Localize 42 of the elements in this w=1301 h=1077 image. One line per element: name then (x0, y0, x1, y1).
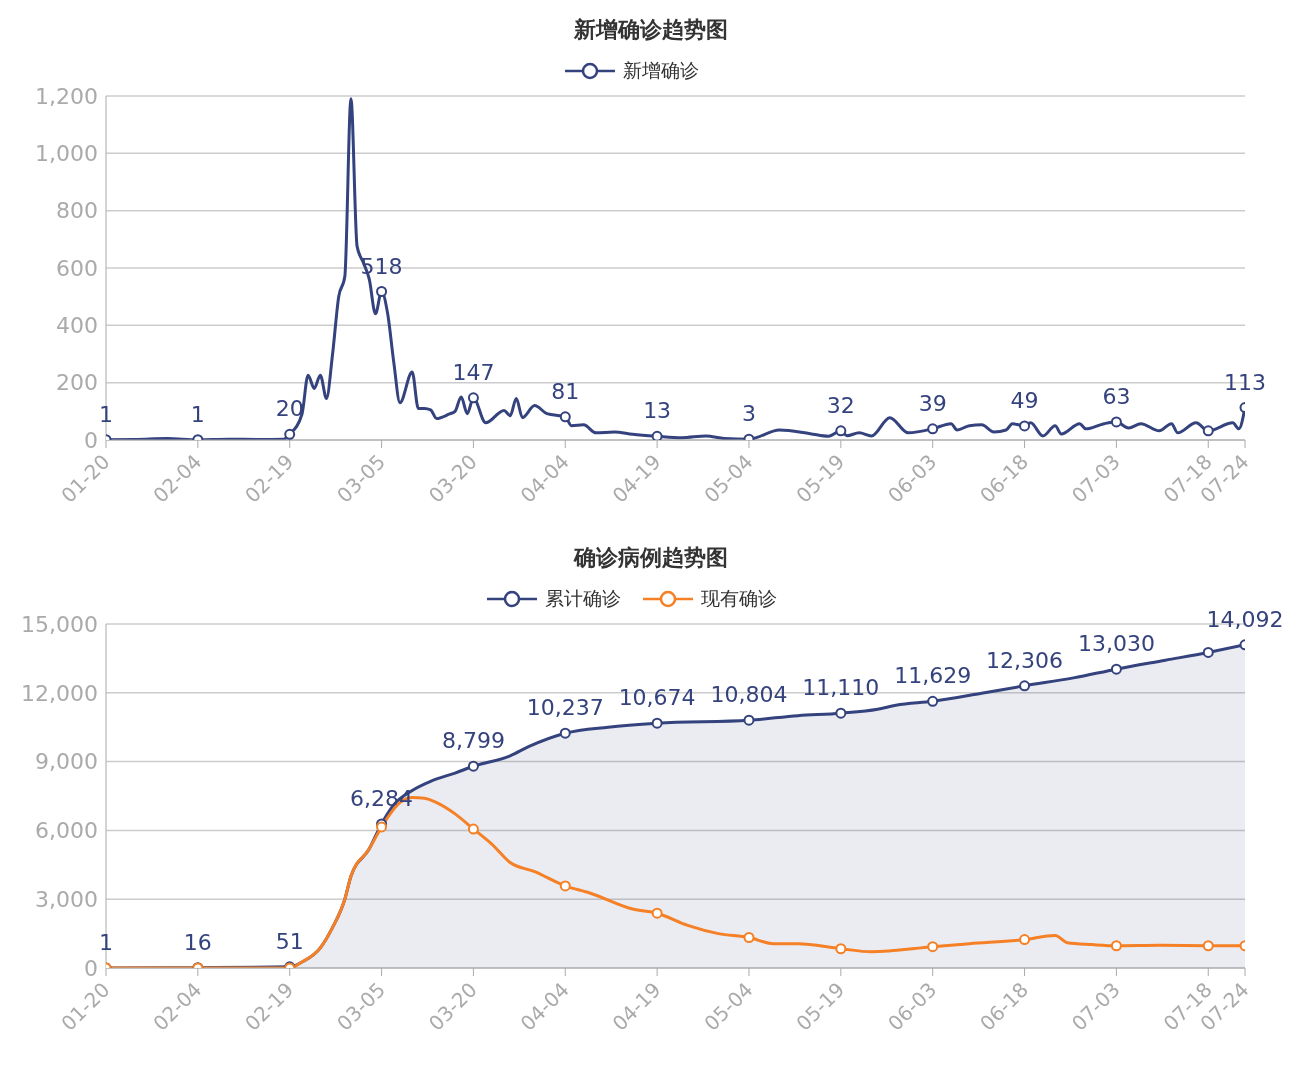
data-label: 39 (918, 390, 947, 416)
data-label: 1 (99, 401, 113, 427)
y-tick-label: 0 (84, 955, 98, 981)
y-tick-label: 800 (56, 198, 98, 224)
data-label: 14,092 (1206, 606, 1284, 632)
y-tick-label: 12,000 (21, 680, 98, 706)
y-tick-label: 600 (56, 255, 98, 281)
data-label: 10,237 (526, 695, 604, 721)
data-label: 20 (275, 396, 304, 422)
y-tick-label: 1,000 (35, 141, 98, 167)
legend-label: 累计确诊 (544, 586, 621, 611)
y-tick-label: 400 (56, 313, 98, 339)
data-label: 8,799 (441, 728, 505, 754)
data-label: 1 (190, 401, 205, 427)
y-tick-label: 15,000 (21, 611, 98, 637)
data-label: 12,306 (986, 647, 1064, 673)
y-tick-label: 200 (56, 370, 98, 396)
data-label: 11,110 (802, 675, 880, 701)
data-label: 32 (826, 392, 855, 418)
data-label: 147 (452, 359, 495, 385)
data-label: 51 (275, 928, 304, 954)
chart-title: 确诊病例趋势图 (572, 544, 729, 572)
chart-title: 新增确诊趋势图 (572, 16, 729, 44)
data-label: 81 (551, 378, 580, 404)
data-label: 113 (1224, 369, 1266, 395)
y-tick-label: 6,000 (35, 818, 98, 844)
data-label: 13,030 (1077, 631, 1155, 657)
data-label: 1 (99, 929, 113, 955)
data-label: 3 (741, 401, 756, 427)
y-tick-label: 3,000 (35, 887, 98, 913)
y-tick-label: 9,000 (35, 749, 98, 775)
legend-label: 新增确诊 (622, 58, 699, 83)
data-label: 49 (1010, 387, 1039, 413)
y-tick-label: 1,200 (35, 83, 98, 109)
y-tick-label: 0 (84, 427, 98, 453)
data-label: 13 (643, 398, 672, 424)
data-label: 10,804 (710, 682, 788, 708)
data-label: 11,629 (894, 663, 972, 689)
legend-label: 现有确诊 (700, 586, 777, 611)
data-label: 16 (183, 929, 212, 955)
data-label: 63 (1102, 383, 1131, 409)
data-label: 10,674 (618, 685, 696, 711)
